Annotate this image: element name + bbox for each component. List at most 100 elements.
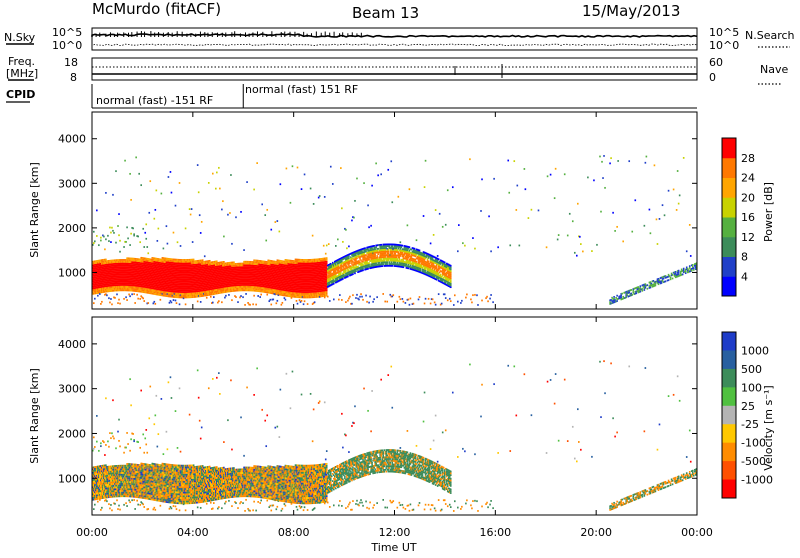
scatter-cell — [175, 205, 177, 207]
scatter-cell — [163, 248, 165, 250]
nsearch-tick-top: 10^5 — [709, 26, 739, 39]
scatter-cell — [229, 212, 231, 214]
scatter-cell — [324, 297, 326, 299]
scatter-cell — [264, 214, 266, 216]
scatter-cell — [157, 240, 159, 242]
scatter-cell — [304, 174, 306, 176]
scatter-cell — [221, 209, 223, 211]
scatter-cell — [244, 304, 246, 306]
scatter-cell — [202, 259, 204, 261]
scatter-cell — [280, 183, 282, 185]
scatter-cell — [109, 302, 111, 304]
scatter-cell — [326, 273, 328, 275]
scatter-cell — [100, 237, 102, 239]
scatter-cell — [96, 209, 98, 211]
scatter-cell — [266, 294, 268, 296]
scatter-cell — [129, 244, 131, 246]
scatter-cell — [156, 190, 158, 192]
scatter-cell — [125, 296, 127, 298]
scatter-cell — [275, 221, 277, 223]
scatter-cell — [323, 245, 325, 247]
scatter-cell — [166, 225, 168, 227]
scatter-cell — [149, 180, 151, 182]
scatter-cell — [201, 221, 203, 223]
scatter-cell — [154, 301, 156, 303]
scatter-cell — [326, 257, 328, 259]
scatter-cell — [133, 235, 135, 237]
freq-tick-bottom: 8 — [70, 71, 77, 84]
scatter-cell — [213, 296, 215, 298]
scatter-cell — [140, 184, 142, 186]
scatter-cell — [117, 225, 119, 227]
noise-strip: N.Sky 10^5 10^0 N.Search 10^5 10^0 — [4, 26, 795, 52]
scatter-cell — [139, 241, 141, 243]
scatter-cell — [144, 232, 146, 234]
nave-tick-top: 60 — [709, 56, 723, 69]
scatter-cell — [112, 194, 114, 196]
scatter-cell — [312, 235, 314, 237]
scatter-cell — [198, 191, 200, 193]
scatter-cell — [299, 299, 301, 301]
scatter-cell — [175, 300, 177, 302]
scatter-cell — [119, 251, 121, 253]
cpid-segment-1: normal (fast) 151 RF — [245, 83, 358, 96]
power-cells — [92, 155, 699, 306]
scatter-cell — [99, 293, 101, 295]
scatter-cell — [118, 299, 120, 301]
scatter-cell — [148, 212, 150, 214]
scatter-cell — [247, 302, 249, 304]
scatter-cell — [270, 229, 272, 231]
scatter-cell — [279, 231, 281, 233]
scatter-cell — [105, 238, 107, 240]
scatter-cell — [138, 173, 140, 175]
scatter-cell — [119, 240, 121, 242]
scatter-cell — [155, 303, 157, 305]
scatter-cell — [145, 238, 147, 240]
scatter-cell — [314, 301, 316, 303]
scatter-cell — [246, 181, 248, 183]
scatter-cell — [112, 230, 114, 232]
scatter-cell — [269, 299, 271, 301]
scatter-cell — [227, 214, 229, 216]
scatter-cell — [108, 240, 110, 242]
scatter-cell — [191, 208, 193, 210]
scatter-cell — [103, 236, 105, 238]
scatter-cell — [259, 296, 261, 298]
scatter-cell — [200, 301, 202, 303]
scatter-cell — [116, 293, 118, 295]
scatter-cell — [107, 235, 109, 237]
scatter-cell — [137, 236, 139, 238]
scatter-cell — [168, 176, 170, 178]
scatter-cell — [282, 302, 284, 304]
scatter-cell — [325, 253, 327, 255]
scatter-cell — [206, 297, 208, 299]
scatter-cell — [328, 243, 330, 245]
scatter-cell — [104, 248, 106, 250]
scatter-cell — [189, 208, 191, 210]
cpid-strip: CPID normal (fast) -151 RF normal (fast)… — [6, 83, 697, 108]
scatter-cell — [327, 296, 329, 298]
scatter-cell — [284, 297, 286, 299]
nave-label: Nave — [760, 63, 788, 76]
scatter-cell — [105, 192, 107, 194]
scatter-cell — [208, 182, 210, 184]
scatter-cell — [97, 295, 99, 297]
noise-traces — [92, 31, 697, 45]
scatter-cell — [221, 301, 223, 303]
scatter-cell — [219, 188, 221, 190]
scatter-cell — [94, 298, 96, 300]
freq-strip: Freq. [MHz] 18 8 Nave 60 0 — [6, 55, 788, 84]
scatter-cell — [118, 213, 120, 215]
scatter-cell — [276, 302, 278, 304]
scatter-cell — [137, 298, 139, 300]
scatter-cell — [155, 209, 157, 211]
scatter-cell — [272, 299, 274, 301]
scatter-cell — [209, 260, 211, 262]
scatter-cell — [145, 223, 147, 225]
scatter-cell — [197, 301, 199, 303]
scatter-cell — [285, 299, 287, 301]
scatter-cell — [252, 303, 254, 305]
scatter-cell — [105, 259, 107, 261]
scatter-cell — [218, 167, 220, 169]
scatter-cell — [170, 171, 172, 173]
